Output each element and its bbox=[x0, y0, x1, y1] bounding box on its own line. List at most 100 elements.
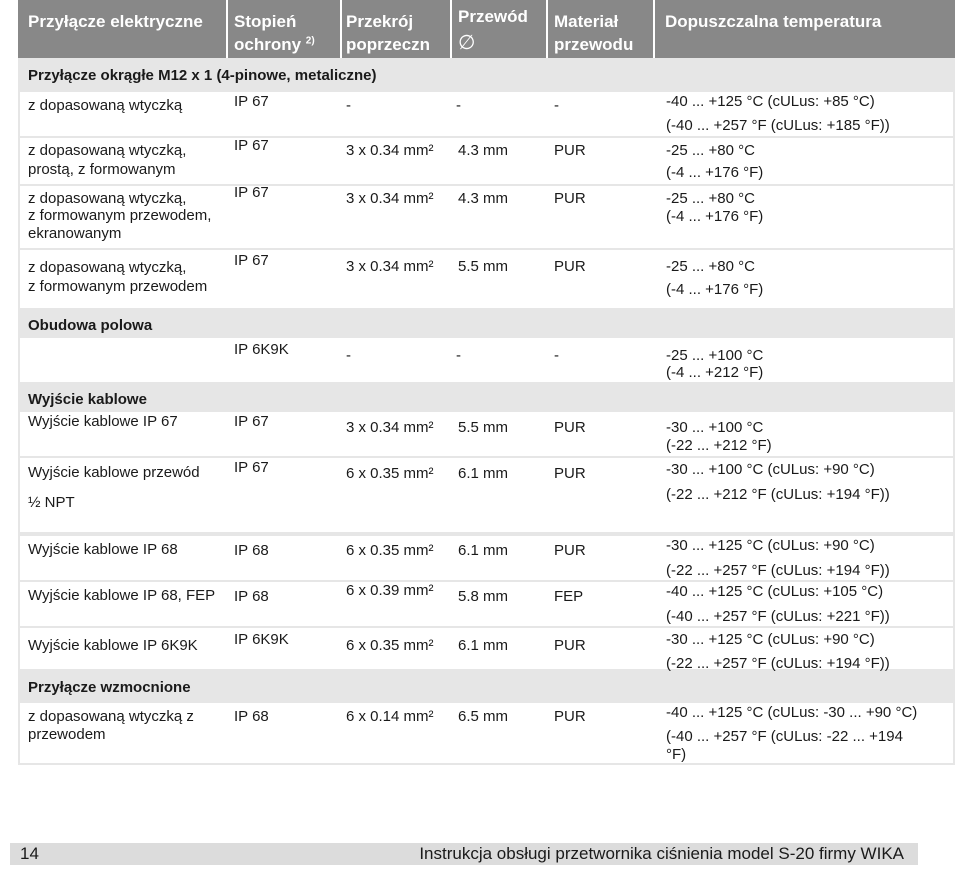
row-temperature-line1: -30 ... +125 °C (cULus: +90 °C) bbox=[666, 631, 875, 648]
diameter-symbol-icon: ∅ bbox=[458, 32, 476, 54]
row-connection-line2: z formowanym przewodem bbox=[28, 278, 208, 295]
header-material: Materiał przewodu bbox=[548, 0, 653, 58]
row-connection: Wyjście kablowe IP 68, FEP bbox=[28, 587, 216, 604]
section-title-cable: Wyjście kablowe bbox=[28, 391, 147, 408]
row-diameter: 5.5 mm bbox=[458, 419, 509, 436]
row-temperature-line2: (-22 ... +212 °F (cULus: +194 °F)) bbox=[666, 486, 890, 503]
row-temperature-line1: -25 ... +80 °C bbox=[666, 190, 755, 207]
row-temperature-line3: °F) bbox=[666, 746, 687, 763]
header-cross-line2: poprzeczn bbox=[346, 35, 431, 54]
row-diameter: 6.1 mm bbox=[458, 542, 509, 559]
row-temperature-line1: -40 ... +125 °C (cULus: -30 ... +90 °C) bbox=[666, 704, 918, 721]
header-separator bbox=[340, 0, 342, 58]
header-separator bbox=[226, 0, 228, 58]
row-temperature-line2: (-4 ... +176 °F) bbox=[666, 281, 764, 298]
row-diameter: 6.1 mm bbox=[458, 637, 509, 654]
page-number: 14 bbox=[20, 844, 39, 863]
row-box-9 bbox=[20, 582, 953, 626]
row-box-10 bbox=[20, 628, 953, 669]
header-cross-line1: Przekrój bbox=[346, 12, 414, 31]
row-diameter: 5.5 mm bbox=[458, 258, 509, 275]
row-connection-line2: ½ NPT bbox=[28, 494, 75, 511]
row-material: - bbox=[554, 97, 559, 114]
row-diameter: 6.5 mm bbox=[458, 708, 509, 725]
row-material: - bbox=[554, 347, 559, 364]
row-protection: IP 6K9K bbox=[234, 631, 289, 648]
row-temperature-line2: (-4 ... +212 °F) bbox=[666, 364, 764, 381]
section-title-reinforced: Przyłącze wzmocnione bbox=[28, 679, 191, 696]
row-connection-line1: z dopasowaną wtyczką, bbox=[28, 190, 187, 207]
row-cross-section: - bbox=[346, 97, 351, 114]
row-connection: Wyjście kablowe IP 6K9K bbox=[28, 637, 198, 654]
row-temperature-line2: (-4 ... +176 °F) bbox=[666, 164, 764, 181]
header-temperature-label: Dopuszczalna temperatura bbox=[665, 12, 882, 31]
row-temperature-line1: -25 ... +80 °C bbox=[666, 142, 755, 159]
row-cross-section: 3 x 0.34 mm² bbox=[346, 419, 434, 436]
section-band-cable bbox=[18, 384, 955, 410]
header-material-line1: Materiał bbox=[554, 12, 619, 31]
section-title-field: Obudowa polowa bbox=[28, 317, 153, 334]
row-material: PUR bbox=[554, 465, 586, 482]
row-diameter: 5.8 mm bbox=[458, 588, 509, 605]
row-diameter: - bbox=[456, 97, 461, 114]
header-protection-word: ochrony bbox=[234, 35, 302, 54]
row-connection-line2: prostą, z formowanym bbox=[28, 161, 176, 178]
row-temperature-line1: -30 ... +100 °C (cULus: +90 °C) bbox=[666, 461, 875, 478]
row-diameter: 4.3 mm bbox=[458, 142, 509, 159]
section-band-m12 bbox=[18, 58, 955, 92]
row-box-1 bbox=[20, 92, 953, 136]
row-connection-line1: z dopasowaną wtyczką, bbox=[28, 259, 187, 276]
row-protection: IP 6K9K bbox=[234, 341, 289, 358]
header-separator bbox=[546, 0, 548, 58]
row-cross-section: 3 x 0.34 mm² bbox=[346, 190, 434, 207]
row-cross-section: 6 x 0.35 mm² bbox=[346, 465, 434, 482]
row-temperature-line1: -25 ... +80 °C bbox=[666, 258, 755, 275]
row-diameter: 4.3 mm bbox=[458, 190, 509, 207]
row-connection-line3: ekranowanym bbox=[28, 225, 122, 242]
row-protection: IP 67 bbox=[234, 252, 269, 269]
row-material: PUR bbox=[554, 258, 586, 275]
row-protection: IP 68 bbox=[234, 588, 269, 605]
row-diameter: 6.1 mm bbox=[458, 465, 509, 482]
header-protection-footnote: 2) bbox=[305, 35, 315, 47]
row-connection: Wyjście kablowe IP 68 bbox=[28, 541, 178, 558]
row-box-8 bbox=[20, 536, 953, 580]
header-temperature: Dopuszczalna temperatura bbox=[655, 0, 955, 58]
row-box-6 bbox=[20, 412, 953, 456]
row-material: PUR bbox=[554, 142, 586, 159]
row-temperature-line2: (-4 ... +176 °F) bbox=[666, 208, 764, 225]
row-material: PUR bbox=[554, 190, 586, 207]
row-connection: z dopasowaną wtyczką bbox=[28, 97, 183, 114]
header-material-line2: przewodu bbox=[554, 35, 634, 54]
table-header: Przyłącze elektryczne Stopień ochrony 2)… bbox=[18, 0, 955, 58]
row-connection-line1: Wyjście kablowe przewód bbox=[28, 464, 200, 481]
row-temperature-line2: (-22 ... +257 °F (cULus: +194 °F)) bbox=[666, 655, 890, 672]
row-cross-section: - bbox=[346, 347, 351, 364]
header-connection-label: Przyłącze elektryczne bbox=[28, 12, 203, 31]
row-diameter: - bbox=[456, 347, 461, 364]
header-connection: Przyłącze elektryczne bbox=[18, 0, 226, 58]
header-protection-line1: Stopień bbox=[234, 12, 297, 31]
header-protection: Stopień ochrony 2) bbox=[228, 0, 340, 58]
row-connection-line2: przewodem bbox=[28, 726, 106, 743]
header-separator bbox=[653, 0, 655, 58]
row-protection: IP 67 bbox=[234, 413, 269, 430]
row-temperature-line2: (-40 ... +257 °F (cULus: -22 ... +194 bbox=[666, 728, 903, 745]
row-box-11 bbox=[20, 703, 953, 763]
row-connection-line2: z formowanym przewodem, bbox=[28, 207, 212, 224]
row-material: PUR bbox=[554, 637, 586, 654]
header-cross-section: Przekrój poprzeczn bbox=[342, 0, 450, 58]
row-temperature-line1: -40 ... +125 °C (cULus: +105 °C) bbox=[666, 583, 884, 600]
row-protection: IP 67 bbox=[234, 93, 269, 110]
row-temperature-line1: -25 ... +100 °C bbox=[666, 347, 764, 364]
row-cross-section: 6 x 0.35 mm² bbox=[346, 637, 434, 654]
row-protection: IP 67 bbox=[234, 459, 269, 476]
section-title-m12: Przyłącze okrągłe M12 x 1 (4-pinowe, met… bbox=[28, 67, 377, 84]
row-connection-line1: z dopasowaną wtyczką z bbox=[28, 708, 194, 725]
page-footer: 14 Instrukcja obsługi przetwornika ciśni… bbox=[10, 843, 918, 865]
row-temperature-line2: (-40 ... +257 °F (cULus: +221 °F)) bbox=[666, 608, 890, 625]
row-protection: IP 67 bbox=[234, 184, 269, 201]
footer-title: Instrukcja obsługi przetwornika ciśnieni… bbox=[419, 844, 904, 863]
row-temperature-line1: -40 ... +125 °C (cULus: +85 °C) bbox=[666, 93, 875, 110]
